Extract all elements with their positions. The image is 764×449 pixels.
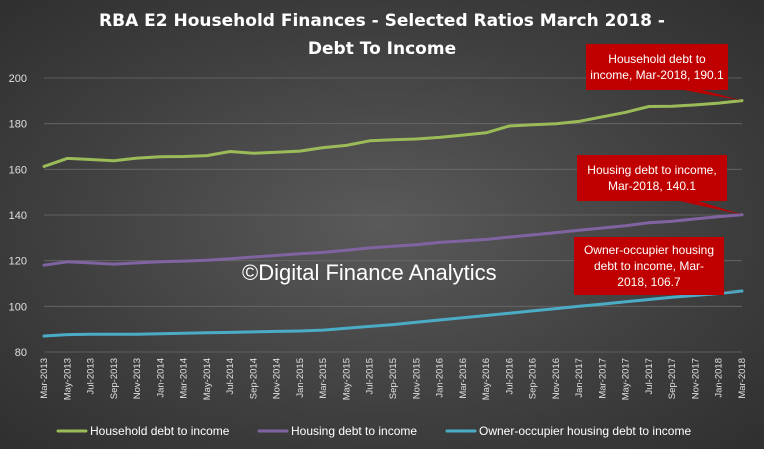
x-tick-label: Sep-2013 (109, 358, 120, 399)
legend-label: Owner-occupier housing debt to income (479, 424, 691, 438)
x-axis-ticks: Mar-2013 May-2013 Jul-2013 Sep-2013 Nov-2013… (39, 358, 748, 400)
callout-box (574, 237, 724, 295)
x-tick-label: Jan-2014 (155, 358, 166, 398)
x-tick-label: Mar-2014 (179, 358, 190, 399)
watermark: ©Digital Finance Analytics (242, 260, 497, 285)
callout-text: debt to income, Mar- (594, 259, 704, 273)
chart-title-line-1: RBA E2 Household Finances - Selected Rat… (99, 11, 665, 31)
x-tick-label: May-2013 (62, 358, 73, 400)
x-tick-label: Jan-2018 (714, 358, 725, 398)
legend-label: Housing debt to income (291, 424, 417, 438)
y-tick-label: 140 (9, 210, 27, 222)
x-tick-label: May-2014 (202, 358, 213, 400)
callout-text: Owner-occupier housing (584, 243, 714, 257)
callout-text: 2018, 106.7 (617, 275, 681, 289)
x-tick-label: Sep-2015 (388, 358, 399, 399)
callout-box (586, 44, 728, 90)
callout-box (577, 155, 727, 201)
chart-title-line-2: Debt To Income (308, 39, 456, 59)
legend-label: Household debt to income (90, 424, 230, 438)
y-tick-label: 120 (9, 256, 27, 268)
y-tick-label: 200 (9, 73, 27, 85)
x-tick-label: Nov-2014 (272, 358, 283, 399)
x-tick-label: Jan-2017 (574, 358, 585, 398)
x-tick-label: Mar-2016 (458, 358, 469, 399)
x-tick-label: May-2017 (621, 358, 632, 400)
x-tick-label: Jul-2015 (365, 358, 376, 394)
x-tick-label: Nov-2016 (551, 358, 562, 399)
callout-text: Household debt to (608, 52, 706, 66)
series-lines (42, 99, 744, 338)
callouts: Household debt to income, Mar-2018, 190.1… (574, 44, 742, 295)
x-tick-label: Mar-2015 (318, 358, 329, 399)
y-tick-label: 180 (9, 119, 27, 131)
x-tick-label: May-2016 (481, 358, 492, 400)
x-tick-label: Jan-2015 (295, 358, 306, 398)
x-tick-label: Jul-2017 (644, 358, 655, 394)
x-tick-label: Nov-2015 (411, 358, 422, 399)
x-tick-label: Mar-2017 (597, 358, 608, 399)
x-tick-label: Mar-2018 (737, 358, 748, 399)
y-tick-label: 160 (9, 164, 27, 176)
x-tick-label: Mar-2013 (39, 358, 50, 399)
series-line-2 (42, 289, 744, 338)
x-tick-label: Jul-2013 (86, 358, 97, 394)
callout-text: Housing debt to income, (587, 163, 716, 177)
callout-pointer (675, 200, 742, 215)
callout-pointer (678, 89, 742, 101)
callout-text: Mar-2018, 140.1 (608, 179, 696, 193)
x-tick-label: Jan-2016 (435, 358, 446, 398)
y-tick-label: 80 (15, 347, 27, 359)
y-tick-label: 100 (9, 301, 27, 313)
y-axis-ticks: 80 100 120 140 160 180 200 (9, 73, 27, 359)
x-tick-label: Sep-2016 (528, 358, 539, 399)
legend: Household debt to income Housing debt to … (56, 424, 691, 438)
x-tick-label: Nov-2017 (690, 358, 701, 399)
grid-lines (44, 77, 742, 353)
series-line-0 (42, 99, 744, 168)
x-tick-label: Jul-2016 (504, 358, 515, 394)
x-tick-label: Nov-2013 (132, 358, 143, 399)
x-tick-label: Sep-2014 (248, 358, 259, 399)
callout-text: income, Mar-2018, 190.1 (590, 68, 724, 82)
series-line-1 (42, 213, 744, 267)
x-tick-label: Jul-2014 (225, 358, 236, 394)
x-tick-label: Sep-2017 (667, 358, 678, 399)
x-tick-label: May-2015 (341, 358, 352, 400)
